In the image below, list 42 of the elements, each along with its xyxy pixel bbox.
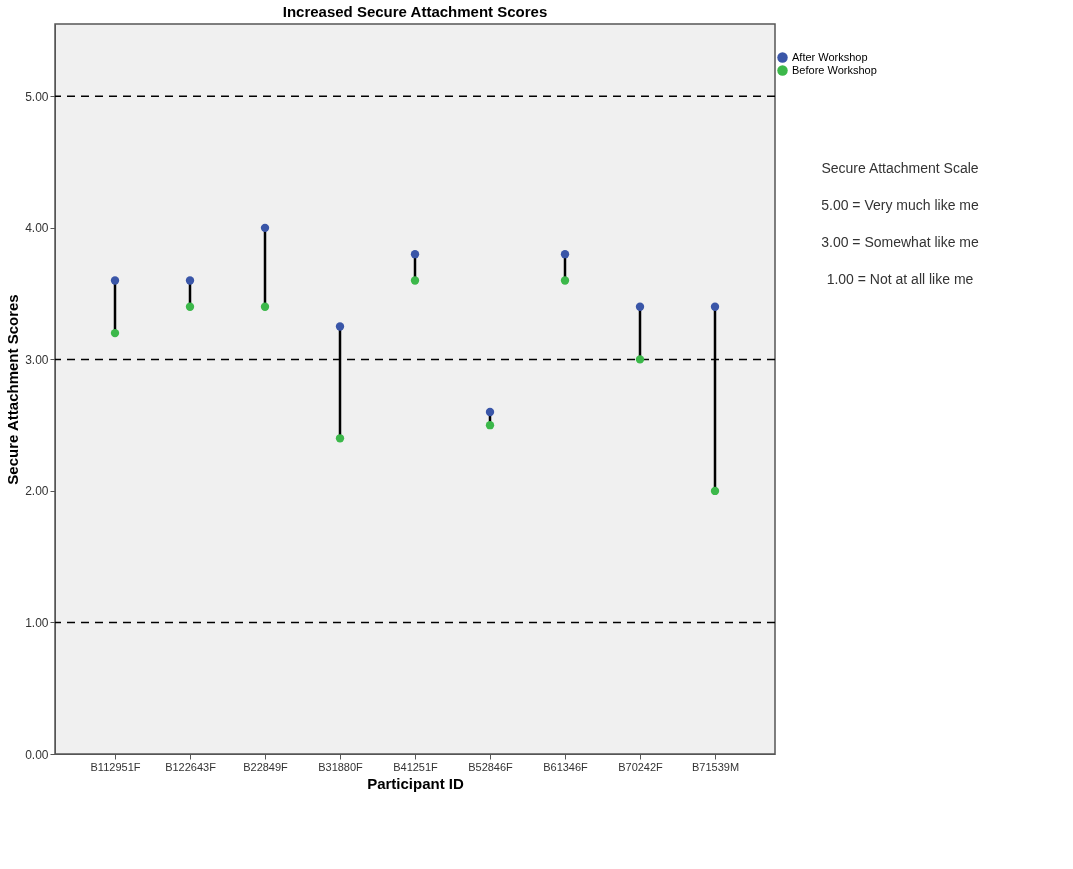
x-tick-label: B122643F (165, 760, 217, 773)
y-tick-label: 0.00 (25, 747, 49, 762)
point (485, 407, 495, 417)
point (710, 302, 720, 311)
x-tick-label: B71539M (691, 760, 740, 773)
legend-label: After Workshop (792, 50, 868, 63)
chart-title: Increased Secure Attachment Scores (282, 3, 548, 20)
text: 1.00 = Not at all like me (826, 271, 974, 287)
text: 5.00 = Very much like me (821, 197, 979, 213)
x-tick-label: B52846F (468, 760, 514, 773)
point (635, 355, 645, 364)
x-tick-label: B61346F (543, 760, 589, 773)
x-tick-label: B70242F (618, 760, 664, 773)
point (410, 276, 420, 285)
y-tick-label: 1.00 (25, 615, 49, 630)
point (110, 276, 120, 285)
y-axis-title: Secure Attachment Scores (4, 294, 22, 485)
text: Secure Attachment Scale (821, 160, 979, 176)
x-tick-label: B41251F (393, 760, 439, 773)
point (635, 302, 645, 311)
legend-label: Before Workshop (792, 63, 877, 76)
y-tick-label: 3.00 (25, 352, 49, 367)
point (110, 328, 120, 338)
point (260, 302, 270, 311)
point (410, 250, 420, 259)
point (185, 302, 195, 311)
text: 3.00 = Somewhat like me (821, 234, 979, 250)
point (335, 434, 345, 443)
point (560, 250, 570, 259)
point (335, 322, 345, 331)
x-tick-label: B112951F (90, 760, 141, 773)
point (260, 223, 270, 233)
y-tick-label: 2.00 (25, 484, 49, 499)
point (710, 486, 720, 496)
x-tick-label: B31880F (318, 760, 364, 773)
y-tick-label: 5.00 (25, 89, 49, 104)
point (485, 421, 495, 430)
point (560, 276, 570, 285)
point (185, 276, 195, 285)
x-tick-label: B22849F (243, 760, 289, 773)
x-axis-title: Participant ID (367, 774, 465, 792)
y-tick-label: 4.00 (25, 221, 49, 236)
